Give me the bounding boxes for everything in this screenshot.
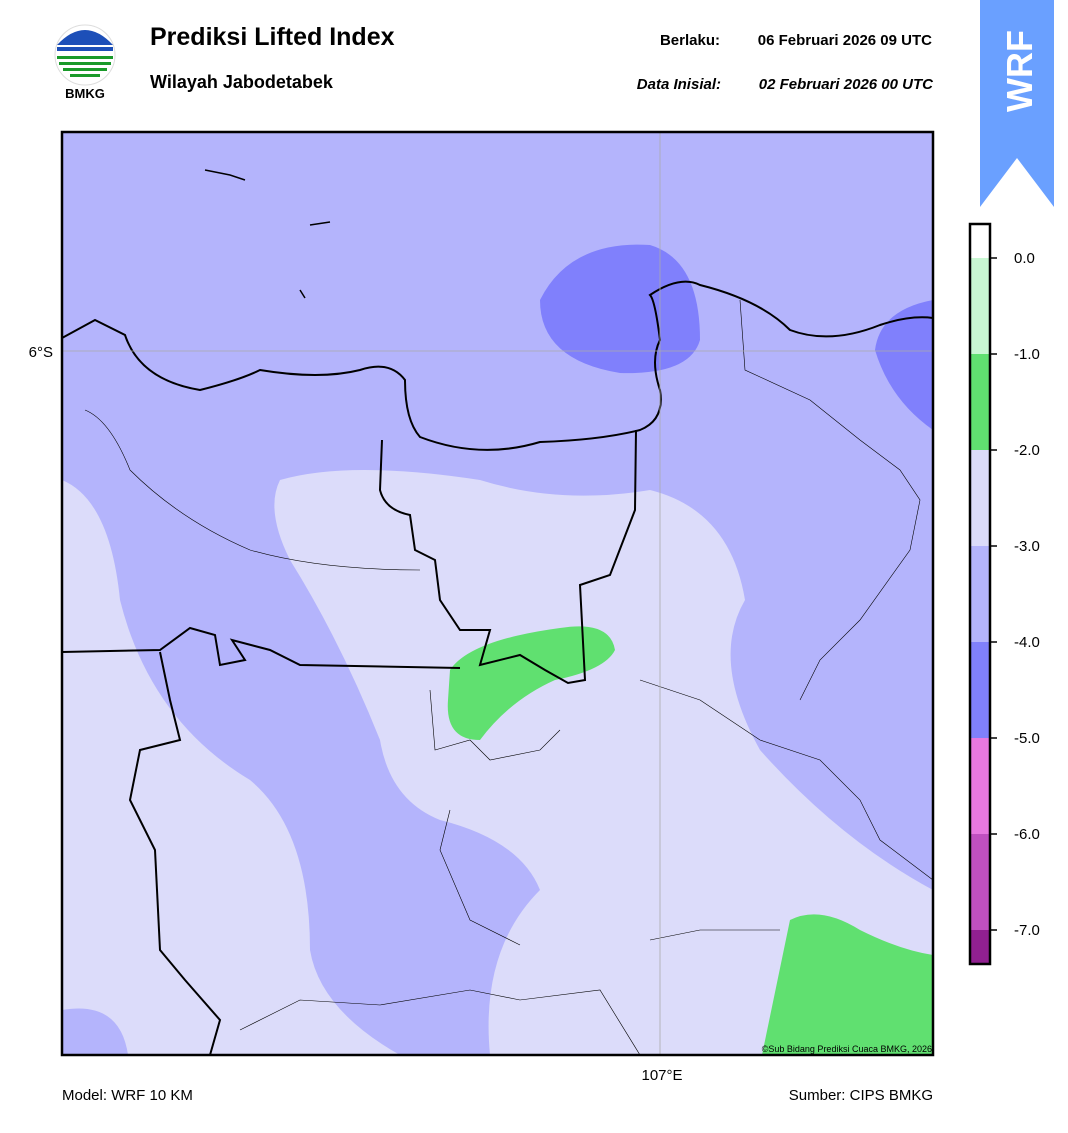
colorbar-tick-label: -5.0: [1014, 730, 1040, 747]
valid-time: 06 Februari 2026 09 UTC: [758, 32, 932, 49]
lon-label: 107°E: [641, 1067, 682, 1084]
colorbar-tick-label: -6.0: [1014, 826, 1040, 843]
model: Model: WRF 10 KM: [62, 1087, 193, 1104]
init-time: 02 Februari 2026 00 UTC: [759, 76, 934, 93]
colorbar-tick-label: -4.0: [1014, 634, 1040, 651]
title: Prediksi Lifted Index: [150, 23, 395, 51]
colorbar-tick-label: -2.0: [1014, 442, 1040, 459]
colorbar-tick-label: -3.0: [1014, 538, 1040, 555]
colorbar-tick-label: 0.0: [1014, 250, 1035, 267]
subtitle: Wilayah Jabodetabek: [150, 72, 334, 92]
logo: BMKG: [54, 24, 116, 101]
valid-label: Berlaku:: [660, 32, 720, 49]
colorbar-tick-label: -7.0: [1014, 922, 1040, 939]
init-label: Data Inisial:: [637, 76, 721, 93]
colorbar: [968, 222, 992, 966]
source: Sumber: CIPS BMKG: [789, 1087, 933, 1104]
logo-text: BMKG: [65, 86, 105, 101]
colorbar-ticks: 0.0 -1.0 -2.0 -3.0 -4.0 -5.0 -6.0 -7.0: [990, 250, 1040, 939]
badge: [980, 0, 1054, 207]
colorbar-tick-label: -1.0: [1014, 346, 1040, 363]
map-frame: [60, 130, 935, 1057]
lat-label: 6°S: [29, 344, 53, 361]
badge-text: WRF: [999, 30, 1040, 112]
map: ©Sub Bidang Prediksi Cuaca BMKG, 2026: [62, 132, 933, 1055]
credit: ©Sub Bidang Prediksi Cuaca BMKG, 2026: [762, 1044, 932, 1054]
